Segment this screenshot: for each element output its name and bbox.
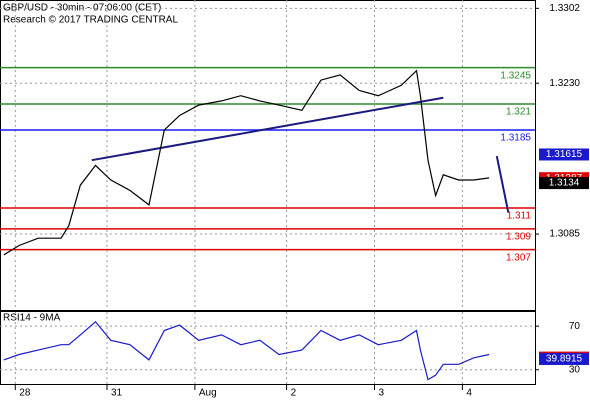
trend-line (495, 155, 510, 213)
chart-subtitle: Research © 2017 TRADING CENTRAL (3, 15, 178, 26)
chart-title: GBP/USD - 30min - 07:06:00 (CET) (3, 3, 161, 14)
current-value-box (539, 148, 589, 161)
current-value-box (539, 177, 589, 190)
rsi-panel (0, 311, 536, 385)
level-label: 1.309 (506, 231, 531, 242)
level-label: 1.321 (506, 107, 531, 118)
x-tick-label: 4 (466, 388, 472, 399)
rsi-title: RSI14 - 9MA (3, 313, 61, 324)
current-value-box (539, 352, 589, 365)
x-tick-label: 3 (379, 388, 385, 399)
x-tick-label: 31 (111, 388, 123, 399)
trend-line (91, 96, 444, 162)
y-tick-label: 1.3230 (549, 78, 580, 89)
y-tick-label: 1.3085 (549, 229, 580, 240)
current-value-label: 39.8915 (546, 354, 583, 365)
x-tick-label: Aug (199, 388, 217, 399)
y-tick-label: 70 (569, 321, 581, 332)
x-tick-label: 2 (291, 388, 297, 399)
y-tick-label: 1.3302 (549, 3, 580, 14)
level-label: 1.3245 (500, 70, 531, 81)
current-value-label: 1.31615 (546, 149, 583, 160)
series-line (3, 69, 490, 256)
x-tick-label: 28 (19, 388, 31, 399)
level-label: 1.307 (506, 252, 531, 263)
level-label: 1.3185 (500, 133, 531, 144)
series-line (3, 320, 490, 381)
y-tick-label: 30 (569, 364, 581, 375)
price-panel (0, 0, 536, 311)
level-label: 1.311 (507, 211, 532, 222)
current-value-label: 1.3134 (549, 178, 580, 189)
